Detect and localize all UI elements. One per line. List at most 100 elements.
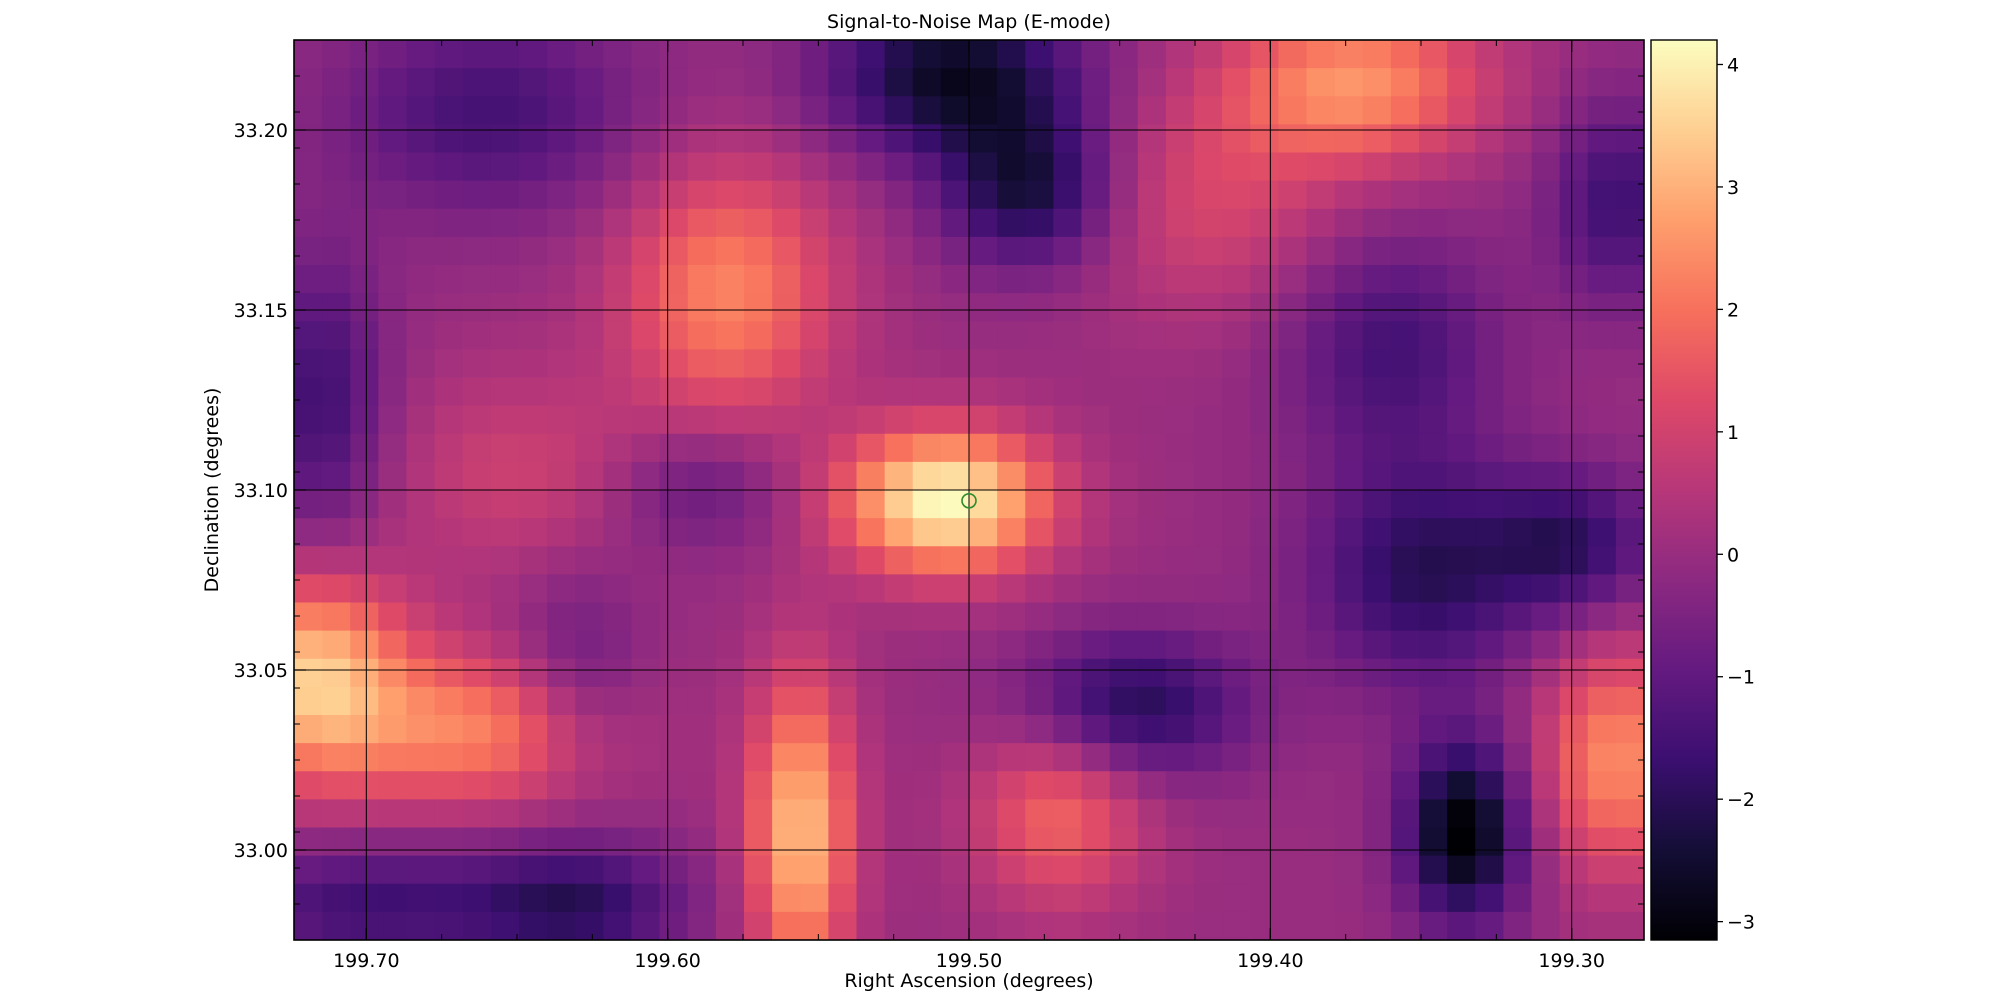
heatmap-cell <box>1503 208 1533 238</box>
heatmap-cell <box>1109 68 1139 97</box>
heatmap-cell <box>1081 799 1111 829</box>
heatmap-cell <box>828 518 858 547</box>
heatmap-cell <box>997 715 1026 744</box>
heatmap-cell <box>659 743 689 772</box>
heatmap-cell <box>462 574 492 604</box>
heatmap-cell <box>406 461 436 491</box>
heatmap-cell <box>575 293 604 322</box>
heatmap-cell <box>1278 490 1308 519</box>
heatmap-cell <box>1109 518 1139 547</box>
heatmap-cell <box>1615 743 1644 772</box>
heatmap-cell <box>997 883 1026 913</box>
heatmap-cell <box>1447 518 1476 547</box>
heatmap-cell <box>603 377 633 407</box>
heatmap-cell <box>997 743 1026 772</box>
heatmap-cell <box>1053 911 1083 940</box>
heatmap-cell <box>1447 574 1476 604</box>
heatmap-cell <box>1390 799 1420 829</box>
heatmap-cell <box>1137 546 1167 575</box>
heatmap-cell <box>434 433 464 463</box>
heatmap-cell <box>1137 630 1167 660</box>
heatmap-cell <box>1165 911 1195 940</box>
heatmap-cell <box>378 124 408 154</box>
heatmap-cell <box>1165 405 1195 435</box>
heatmap-cell <box>1419 743 1448 772</box>
heatmap-cell <box>406 518 436 547</box>
heatmap-cell <box>547 68 576 97</box>
heatmap-cell <box>659 293 689 322</box>
heatmap-cell <box>912 686 942 716</box>
heatmap-cell <box>1503 461 1533 491</box>
heatmap-cell <box>1447 490 1476 519</box>
heatmap-cell <box>1419 461 1448 491</box>
heatmap-cell <box>1615 911 1644 940</box>
heatmap-cell <box>519 771 548 800</box>
heatmap-cell <box>1447 236 1476 266</box>
heatmap-cell <box>1109 883 1139 913</box>
heatmap-cell <box>519 490 548 519</box>
heatmap-cell <box>434 152 464 182</box>
heatmap-cell <box>884 518 914 547</box>
heatmap-cell <box>912 658 942 688</box>
heatmap-cell <box>1615 461 1644 491</box>
heatmap-cell <box>1250 574 1279 604</box>
heatmap-cell <box>490 152 520 182</box>
heatmap-cell <box>997 799 1026 829</box>
heatmap-cell <box>462 518 492 547</box>
heatmap-cell <box>659 574 689 604</box>
heatmap-cell <box>1531 911 1561 940</box>
heatmap-cell <box>1137 405 1167 435</box>
heatmap-cell <box>603 180 633 210</box>
heatmap-cell <box>969 883 998 913</box>
heatmap-cell <box>969 349 998 379</box>
heatmap-cell <box>378 602 408 632</box>
heatmap-cell <box>969 715 998 744</box>
heatmap-cell <box>1222 40 1251 69</box>
heatmap-cell <box>1559 771 1589 800</box>
heatmap-cell <box>322 490 351 519</box>
heatmap-cell <box>659 490 689 519</box>
heatmap-cell <box>1559 321 1589 350</box>
heatmap-cell <box>1165 96 1195 125</box>
heatmap-cell <box>350 827 379 857</box>
heatmap-cell <box>1222 208 1251 238</box>
heatmap-cell <box>884 152 914 182</box>
heatmap-cell <box>772 715 801 744</box>
heatmap-cell <box>1475 180 1504 210</box>
heatmap-cell <box>884 293 914 322</box>
heatmap-cell <box>912 602 942 632</box>
heatmap-cell <box>1362 40 1392 69</box>
heatmap-cell <box>1362 911 1392 940</box>
heatmap-cell <box>1109 911 1139 940</box>
heatmap-cell <box>659 883 689 913</box>
heatmap-cell <box>715 827 745 857</box>
heatmap-cell <box>1390 602 1420 632</box>
heatmap-cell <box>1081 883 1111 913</box>
heatmap-cell <box>406 405 436 435</box>
heatmap-cell <box>1531 405 1561 435</box>
heatmap-cell <box>1531 40 1561 69</box>
heatmap-cell <box>659 855 689 885</box>
heatmap-cell <box>547 265 576 294</box>
heatmap-cell <box>1447 883 1476 913</box>
heatmap-cell <box>1081 827 1111 857</box>
heatmap-cell <box>1419 715 1448 744</box>
heatmap-cell <box>1362 827 1392 857</box>
heatmap-cell <box>1025 236 1054 266</box>
heatmap-cell <box>322 630 351 660</box>
heatmap-cell <box>575 461 604 491</box>
heatmap-cell <box>490 40 520 69</box>
heatmap-cell <box>1447 68 1476 97</box>
heatmap-cell <box>969 405 998 435</box>
heatmap-cell <box>1278 377 1308 407</box>
heatmap-cell <box>406 771 436 800</box>
heatmap-cell <box>294 855 323 885</box>
heatmap-cell <box>1306 236 1336 266</box>
heatmap-cell <box>884 546 914 575</box>
heatmap-cell <box>1531 602 1561 632</box>
heatmap-cell <box>800 743 829 772</box>
heatmap-cell <box>1334 686 1364 716</box>
heatmap-cell <box>997 771 1026 800</box>
heatmap-cell <box>687 827 717 857</box>
heatmap-cell <box>1587 180 1617 210</box>
